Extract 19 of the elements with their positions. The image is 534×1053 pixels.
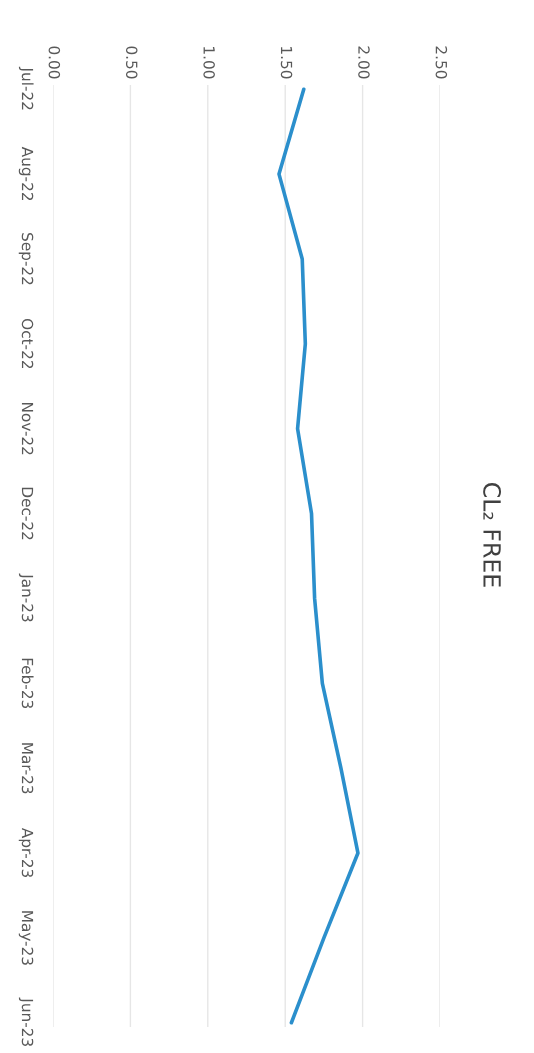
text: CL₂ FREE <box>483 483 502 587</box>
y-tick-label: Sep-22 <box>18 233 34 285</box>
y-tick-label: Nov-22 <box>21 403 34 455</box>
y-tick-label: Mar-23 <box>21 743 34 794</box>
x-tick-label: 1.50 <box>280 47 293 79</box>
y-tick-label: Feb-23 <box>21 658 34 709</box>
y-tick-label: Apr-23 <box>18 827 34 878</box>
x-tick-label: 2.50 <box>435 46 448 79</box>
x-tick-label: 2.00 <box>358 46 370 79</box>
y-tick-label: Jun-23 <box>18 997 34 1046</box>
x-tick-label: 0.50 <box>125 46 138 79</box>
y-tick-label: Jan-23 <box>18 573 34 622</box>
x-tick-label: 1.00 <box>203 47 215 79</box>
y-tick-label: Oct-22 <box>21 319 34 368</box>
y-tick-label: May-23 <box>18 911 34 965</box>
y-tick-label: Aug-22 <box>18 146 34 200</box>
x-tick-label: 0.00 <box>48 46 61 79</box>
y-tick-label: Dec-22 <box>21 487 34 540</box>
y-tick-label: Jul-22 <box>18 66 34 110</box>
